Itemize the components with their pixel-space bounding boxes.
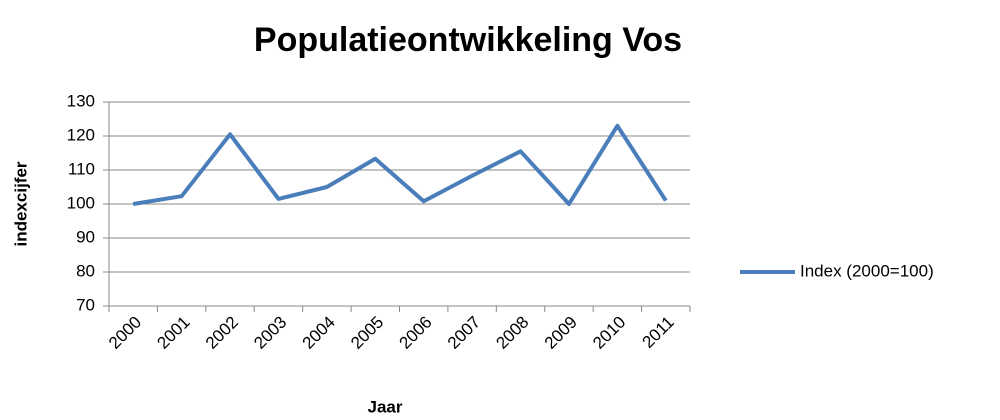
x-tick-label: 2006: [396, 313, 436, 353]
y-tick-label: 130: [67, 91, 95, 110]
y-tick-label: 120: [67, 125, 95, 144]
y-tick-label: 110: [68, 159, 95, 178]
y-tick-label: 90: [76, 227, 95, 246]
y-tick-label: 70: [76, 295, 95, 314]
x-tick-label: 2011: [639, 313, 678, 352]
x-tick-label: 2002: [202, 313, 242, 353]
x-tick-label: 2010: [589, 313, 629, 353]
x-tick-label: 2000: [105, 313, 145, 353]
legend-label: Index (2000=100): [800, 261, 934, 280]
y-tick-label: 100: [67, 193, 95, 212]
x-tick-label: 2001: [153, 313, 193, 353]
x-tick-label: 2005: [347, 313, 387, 353]
x-tick-label: 2003: [250, 313, 290, 353]
x-tick-label: 2008: [492, 313, 532, 353]
x-tick-label: 2007: [444, 313, 484, 353]
y-axis-title: indexcijfer: [11, 161, 30, 246]
chart-title: Populatieontwikkeling Vos: [254, 21, 682, 59]
x-tick-label: 2004: [299, 313, 339, 353]
line-series: [132, 123, 668, 206]
x-tick-label: 2009: [541, 313, 581, 353]
y-tick-label: 80: [76, 261, 95, 280]
x-axis-title: Jaar: [368, 397, 403, 416]
